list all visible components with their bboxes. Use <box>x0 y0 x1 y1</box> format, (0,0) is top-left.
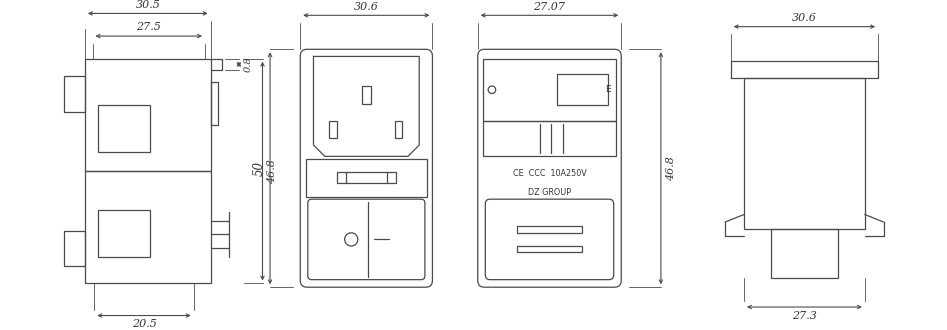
Text: DZ GROUP: DZ GROUP <box>528 187 571 197</box>
Text: 30.5: 30.5 <box>135 0 160 10</box>
Text: 27.07: 27.07 <box>533 2 565 12</box>
Bar <box>557 74 608 105</box>
Text: 30.6: 30.6 <box>354 2 379 12</box>
Bar <box>744 78 865 229</box>
Text: 50: 50 <box>252 161 265 176</box>
Bar <box>337 172 346 183</box>
Bar <box>517 226 581 233</box>
Bar <box>771 229 838 278</box>
Bar <box>483 59 616 121</box>
Text: CE  CCC  10A250V: CE CCC 10A250V <box>512 169 586 178</box>
Text: 20.5: 20.5 <box>132 319 156 329</box>
Text: E: E <box>605 85 611 94</box>
Bar <box>85 171 210 283</box>
Bar <box>98 210 151 257</box>
Bar <box>64 231 85 266</box>
Bar <box>330 121 337 138</box>
Bar <box>483 121 616 156</box>
Text: 30.6: 30.6 <box>792 13 817 23</box>
Text: 27.3: 27.3 <box>792 311 817 321</box>
Bar <box>210 82 218 125</box>
Bar <box>306 159 427 197</box>
Bar <box>362 85 370 104</box>
Bar <box>98 105 151 152</box>
Bar <box>387 172 396 183</box>
Bar <box>395 121 402 138</box>
Text: 46.8: 46.8 <box>267 159 277 183</box>
Bar <box>517 246 581 252</box>
Text: 27.5: 27.5 <box>136 22 161 32</box>
Bar <box>64 76 85 112</box>
Bar <box>85 59 210 171</box>
Text: 46.8: 46.8 <box>666 156 675 181</box>
Text: 0.8: 0.8 <box>243 56 253 72</box>
